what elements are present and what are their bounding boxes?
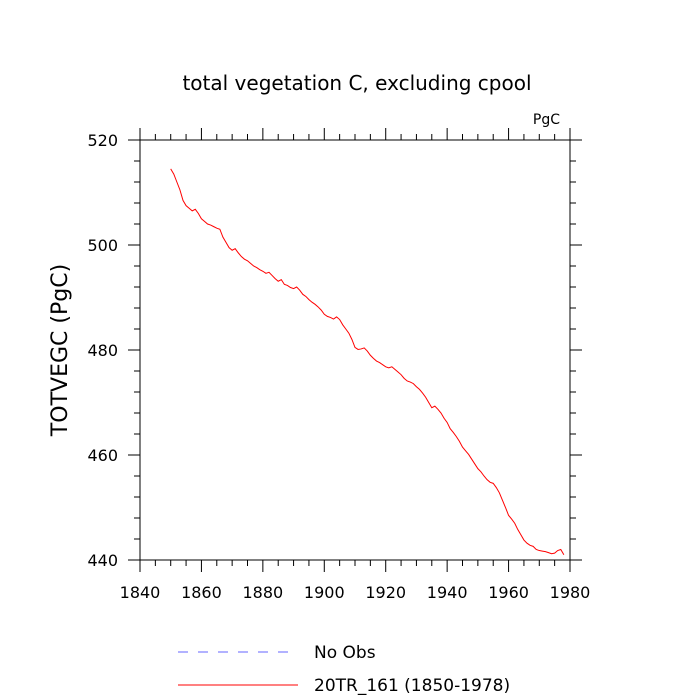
x-tick-label: 1960 (488, 583, 529, 602)
y-axis-label: TOTVEGC (PgC) (48, 264, 73, 437)
plot-frame (139, 139, 571, 561)
y-tick-label: 500 (87, 236, 118, 255)
x-tick-label: 1980 (550, 583, 591, 602)
y-tick-label: 480 (87, 341, 118, 360)
axis-tick-labels: 1840 1860 1880 1900 1920 1940 1960 1980 440 460 48… (87, 131, 590, 602)
axis-ticks (128, 128, 582, 572)
x-tick-label: 1840 (120, 583, 161, 602)
x-tick-label: 1940 (427, 583, 468, 602)
units-label: PgC (533, 112, 560, 128)
series-line-20tr-161 (170, 168, 565, 556)
legend-label-20tr-161: 20TR_161 (1850-1978) (314, 676, 510, 696)
x-tick-label: 1860 (181, 583, 222, 602)
legend-label-no-obs: No Obs (314, 643, 376, 663)
legend: No Obs 20TR_161 (1850-1978) (178, 643, 510, 696)
x-tick-label: 1900 (304, 583, 345, 602)
x-tick-label: 1880 (242, 583, 283, 602)
chart-title: total vegetation C, excluding cpool (182, 71, 531, 95)
y-tick-label: 520 (87, 131, 118, 150)
y-tick-label: 440 (87, 551, 118, 570)
y-tick-label: 460 (87, 446, 118, 465)
x-tick-label: 1920 (365, 583, 406, 602)
